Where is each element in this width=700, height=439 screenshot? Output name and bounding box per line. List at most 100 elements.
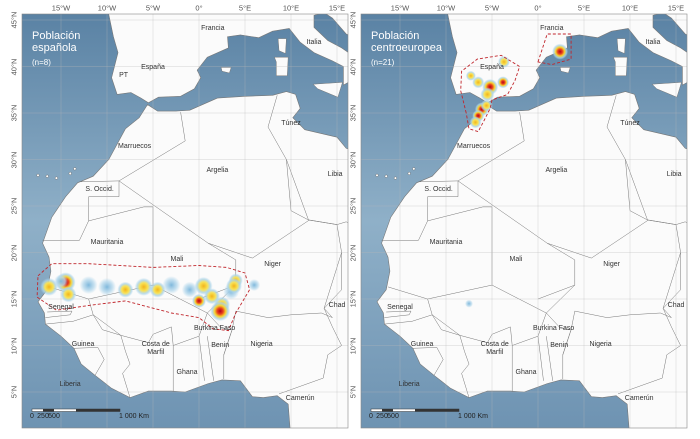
density-spot	[40, 277, 59, 296]
map-panel	[22, 14, 348, 428]
panel-frame	[21, 13, 349, 429]
latitude-label: 20°N	[348, 244, 358, 261]
border	[457, 180, 576, 300]
density-spot	[149, 281, 166, 298]
country-label: Francia	[201, 25, 225, 33]
canary-island	[412, 167, 416, 171]
country-label: Senegal	[387, 304, 413, 312]
border	[206, 219, 342, 330]
country-label: Chad	[667, 302, 685, 310]
island	[312, 82, 343, 98]
land-europe	[108, 14, 348, 104]
scale-bar-label: 1 000 Km	[119, 413, 149, 420]
country-label: Nigeria	[589, 340, 612, 348]
longitude-label: 10°E	[621, 3, 639, 13]
density-spot	[480, 99, 493, 112]
country-label: Argelia	[545, 166, 568, 174]
density-spot	[248, 279, 261, 292]
island	[616, 38, 626, 54]
scale-bar-label: 1 000 Km	[458, 413, 488, 420]
border	[42, 180, 120, 241]
country-label: Benin	[211, 341, 230, 349]
canary-island	[73, 167, 77, 171]
border	[73, 347, 105, 376]
border	[207, 336, 214, 381]
longitude-label: 5°W	[484, 3, 500, 13]
latitude-label: 25°N	[348, 197, 358, 215]
border	[625, 159, 687, 225]
country-label: PT	[119, 71, 129, 79]
longitude-label: 10°W	[97, 3, 117, 13]
latitude-label: 5°N	[9, 385, 19, 399]
country-label: Nigeria	[250, 340, 273, 348]
border	[418, 112, 525, 183]
scale-bar-label: 250	[376, 413, 388, 420]
density-spot	[117, 281, 134, 298]
density-spot	[472, 76, 485, 89]
scale-bar-label: 0	[369, 413, 373, 420]
country-label: Costa de Marfil	[141, 341, 170, 357]
country-label: Camerún	[285, 395, 315, 403]
country-label: S. Occid.	[424, 186, 453, 194]
country-label: España	[141, 64, 165, 72]
country-label: Burkina Faso	[533, 324, 575, 332]
sample-size: (n=21)	[371, 58, 395, 67]
longitude-label: 15°E	[667, 3, 685, 13]
range-envelope	[460, 54, 521, 133]
density-spot	[192, 293, 206, 308]
country-label: Liberia	[398, 380, 420, 388]
density-spot	[465, 299, 473, 308]
latitude-label: 40°N	[348, 58, 358, 75]
scale-bar-label: 0	[30, 413, 34, 420]
country-label: Guinea	[410, 340, 434, 348]
latitude-label: 30°N	[348, 151, 358, 168]
latitude-label: 25°N	[9, 197, 19, 215]
latitude-label: 5°N	[348, 385, 358, 399]
country-label: Argelia	[206, 166, 229, 174]
scale-bar-segment	[415, 409, 459, 412]
border	[546, 336, 553, 381]
density-spot	[162, 276, 181, 295]
border	[545, 219, 681, 330]
country-label: Costa de Marfil	[480, 341, 509, 357]
country-label: Senegal	[48, 304, 74, 312]
country-label: Libia	[666, 171, 682, 179]
country-label: Mali	[509, 255, 523, 263]
country-label: Mauritania	[90, 239, 124, 247]
island	[651, 82, 682, 98]
longitude-label: 5°E	[577, 3, 591, 13]
density-spot	[552, 43, 569, 60]
country-label: Niger	[264, 260, 281, 268]
density-spot	[54, 274, 68, 289]
country-label: Ghana	[176, 369, 198, 377]
land-africa	[37, 91, 348, 428]
density-spot	[465, 70, 476, 81]
map-panel	[361, 14, 687, 428]
density-spot	[210, 301, 231, 322]
longitude-label: 10°W	[436, 3, 456, 13]
border	[45, 314, 131, 398]
density-spot	[225, 277, 242, 294]
latitude-label: 45°N	[348, 11, 358, 29]
canary-island	[407, 171, 411, 175]
latitude-label: 35°N	[348, 104, 358, 122]
country-label: Marruecos	[457, 143, 491, 151]
island	[559, 67, 571, 74]
latitude-label: 40°N	[9, 58, 19, 75]
density-spot	[497, 76, 510, 89]
density-spot	[79, 276, 98, 295]
country-label: Libia	[327, 171, 343, 179]
range-envelope	[537, 33, 572, 66]
scale-bar-segment	[382, 409, 393, 412]
country-label: Francia	[540, 25, 564, 33]
latitude-label: 10°N	[348, 337, 358, 354]
country-label: Guinea	[71, 340, 95, 348]
country-label: Chad	[328, 302, 346, 310]
country-label: Benin	[550, 341, 569, 349]
island	[220, 67, 232, 74]
border	[79, 112, 186, 183]
scale-bar-label: 250	[37, 413, 49, 420]
border	[384, 314, 470, 398]
